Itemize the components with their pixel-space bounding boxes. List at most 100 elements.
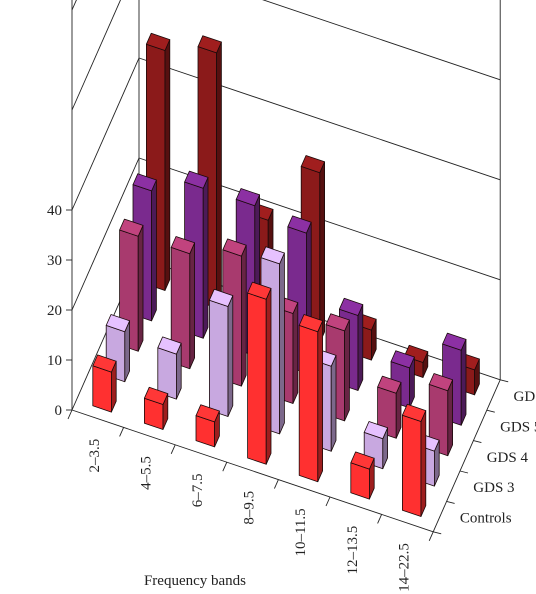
bar-top-face [119,218,144,237]
x-tick [119,427,125,437]
bar-side-face [240,244,247,387]
x-tick [428,531,434,541]
bar-top-face [298,314,324,333]
bar-top-face [363,421,389,440]
z-tick-label: 0 [55,403,63,419]
gridline-left-wall [71,0,77,11]
bar-side-face [319,161,326,344]
gridline-left-wall [71,0,121,111]
series-label: GDS 6 [514,389,536,405]
bar-front-face [401,414,422,517]
bar-side-face [344,319,350,422]
bar [298,314,324,483]
bar-side-face [447,379,454,457]
bar-top-face [338,297,364,316]
series-tick [500,379,509,383]
x-tick-label: 4–5.5 [138,456,154,490]
bar-front-face [92,365,112,413]
bar-top-face [143,386,169,405]
bar-top-face [403,344,429,363]
x-tick-label: 6–7.5 [190,474,206,508]
z-tick-label: 10 [47,353,62,369]
bar-side-face [137,224,144,352]
bar-top-face [401,403,427,422]
bar-side-face [227,295,234,417]
bar-side-face [460,338,467,426]
gridline-back-wall [262,0,501,81]
bar-top-face [208,288,234,307]
bar [157,336,182,400]
bar [350,451,375,500]
bar [92,354,117,413]
bar-top-face [197,35,222,54]
chart-bars [92,32,480,517]
bar-side-face [292,302,299,404]
bar-top-face [145,32,171,51]
bar-top-face [222,238,247,257]
series-label: GDS 3 [473,480,514,496]
bar-top-face [132,173,157,192]
bar-top-face [428,373,454,392]
bar [195,404,220,448]
series-tick [433,531,442,535]
bar-top-face [350,451,375,470]
bar-side-face [216,41,222,309]
series-label: GDS 5 [500,419,536,435]
bar-top-face [184,170,209,189]
series-tick [473,440,482,444]
series-tick [486,409,495,413]
x-tick-label: 2–3.5 [87,439,103,473]
x-tick [170,444,176,454]
x-tick-label: 14–22.5 [396,543,412,592]
bar-top-face [105,314,131,333]
x-tick [222,462,228,472]
bar [401,403,427,517]
z-tick-label: 30 [47,253,62,269]
bar-top-face [247,281,272,300]
bar-top-face [195,404,220,423]
bar-top-face [260,246,285,265]
series-label: Controls [460,511,512,527]
bar-top-face [300,155,326,174]
bar [208,288,234,417]
bar-top-face [157,336,182,355]
z-tick-label: 40 [47,203,62,219]
bar-front-face [298,324,319,483]
bar-top-face [325,313,350,332]
bar-side-face [317,320,324,483]
bar-top-face [377,375,402,394]
x-axis-title: Frequency bands [144,573,246,589]
bar [428,373,454,457]
bar-top-face [287,215,312,234]
series-axis-labels: Controls GDS 3 GDS 4 GDS 5 GDS 6 [460,389,536,527]
bar-side-face [330,354,337,452]
x-tick [377,514,383,524]
z-axis-tick-labels: 0 10 20 30 40 [47,203,62,419]
bar-front-face [208,299,229,417]
bar-side-face [151,179,157,322]
x-tick-label: 10–11.5 [293,508,309,556]
bar-side-face [189,242,196,370]
x-tick [273,479,279,489]
bar-top-face [390,350,415,369]
bar [170,236,196,370]
z-tick-label: 20 [47,303,62,319]
bar-top-face [442,332,467,351]
bar [143,386,169,430]
gridline-left-wall [71,57,140,211]
bar-side-face [164,39,171,291]
series-label: GDS 4 [487,450,529,466]
x-tick-label: 8–9.5 [242,491,258,525]
bar-side-face [357,304,364,391]
bar [377,375,402,439]
series-tick [459,470,469,474]
bar-top-face [170,236,196,255]
bar-top-face [92,354,117,373]
x-tick [67,409,73,420]
bar-side-face [279,252,285,435]
series-tick [446,500,455,504]
x-tick-label: 12–13.5 [345,526,361,575]
x-tick [325,496,331,507]
bar-side-face [202,176,209,339]
